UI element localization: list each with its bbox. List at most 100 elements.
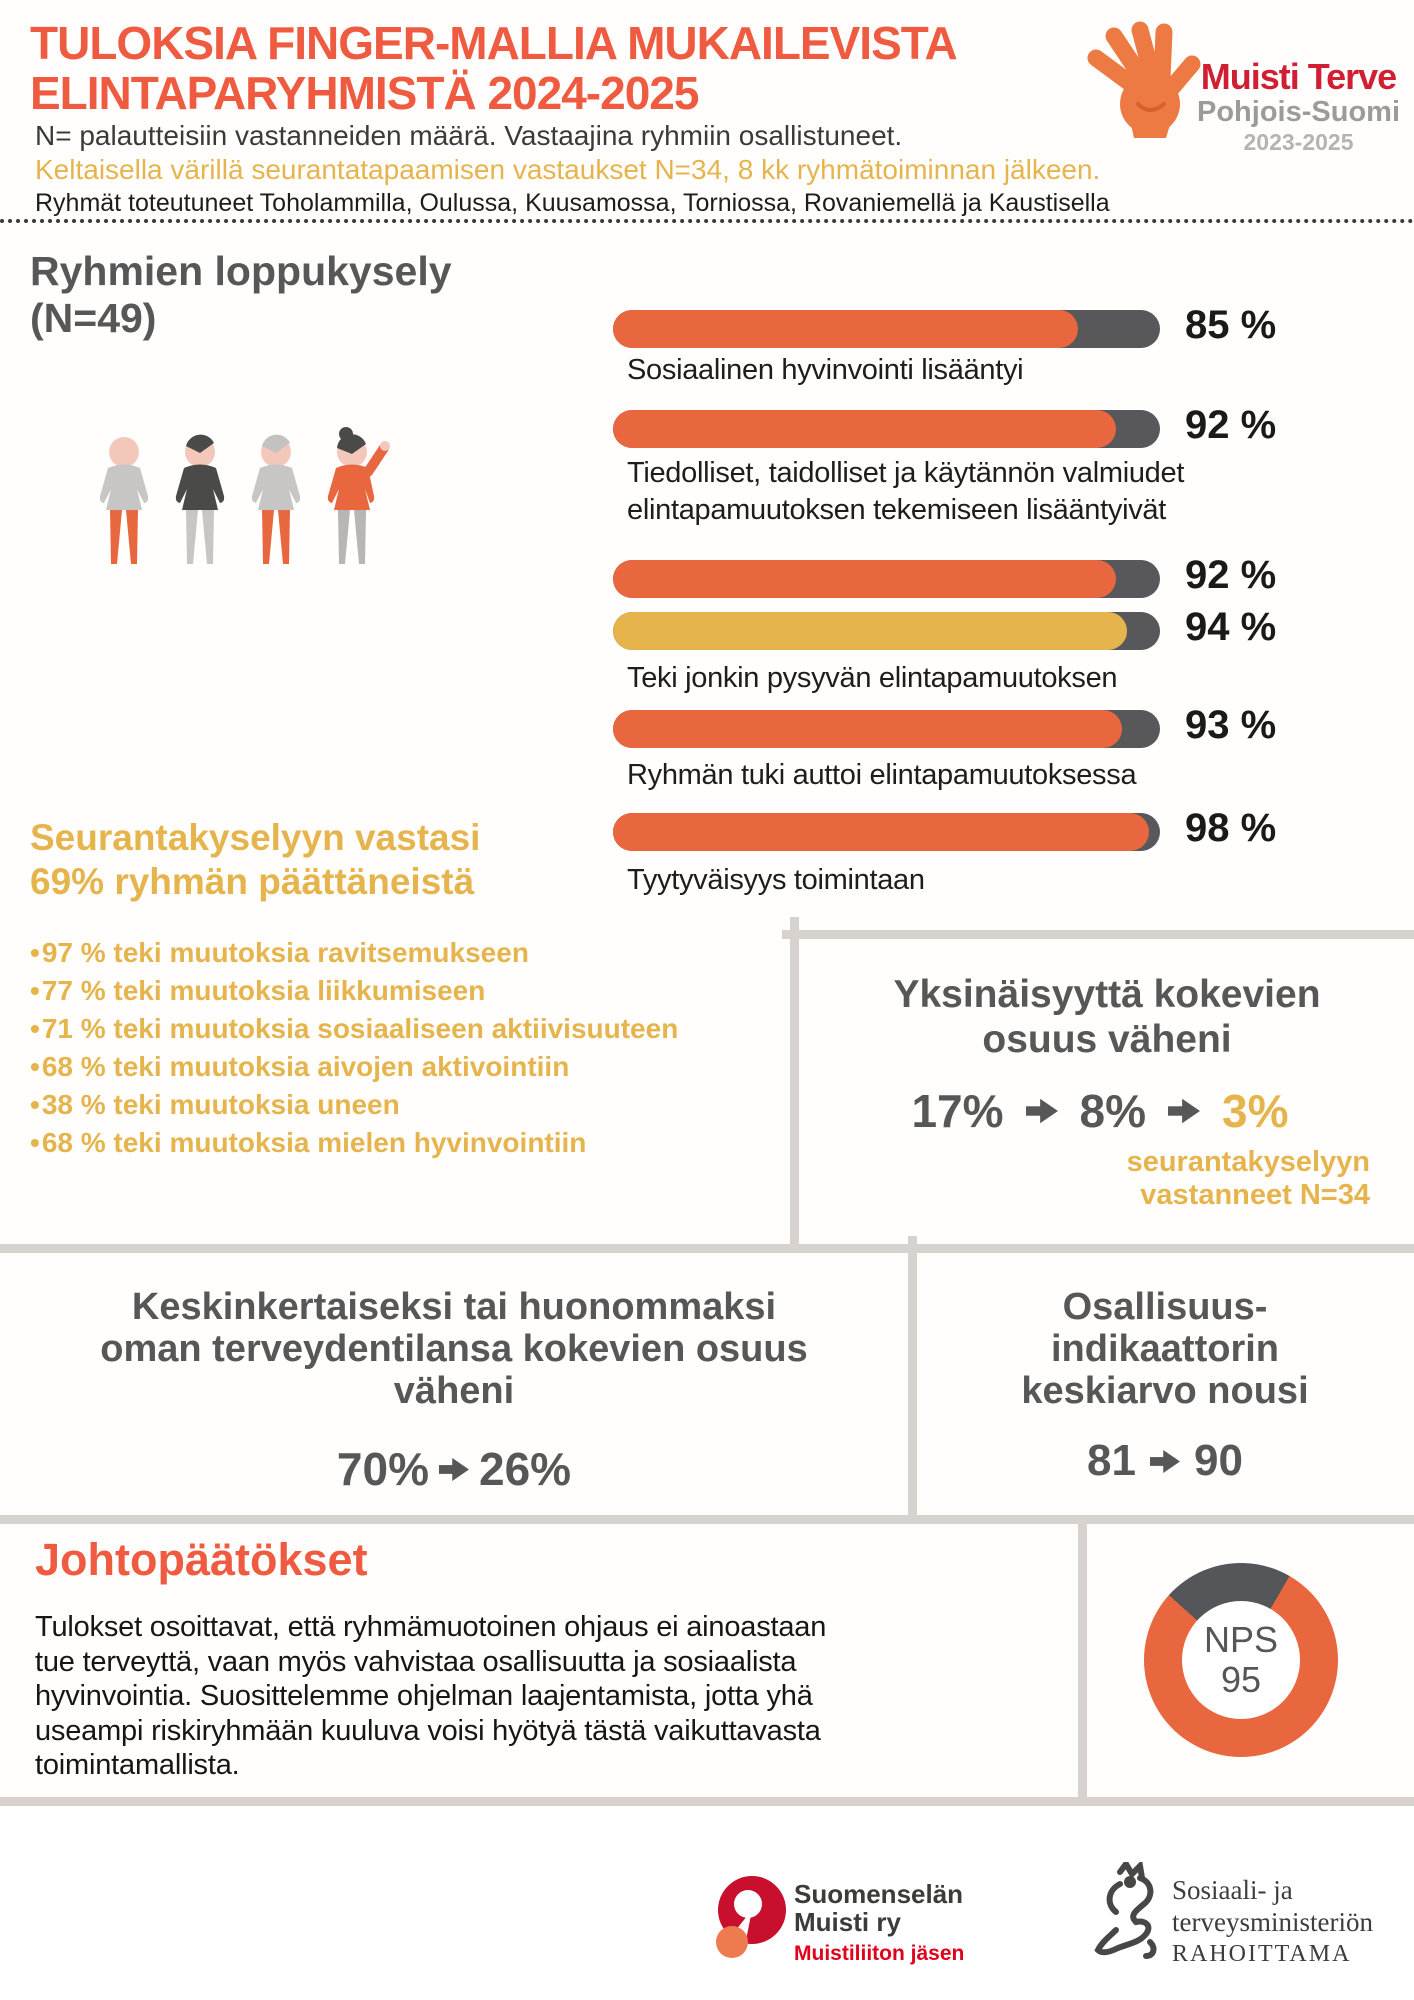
footer bbox=[0, 1806, 1414, 2000]
progress-bar-track bbox=[613, 813, 1160, 851]
bar-value-label: 85 % bbox=[1185, 303, 1277, 347]
page-title: TULOKSIA FINGER-MALLIA MUKAILEVISTA ELIN… bbox=[30, 17, 958, 119]
muisti-ry-line2: Muisti ry bbox=[794, 1907, 901, 1937]
bar-value-label: 94 % bbox=[1185, 605, 1277, 649]
bar-value-label: 92 % bbox=[1185, 403, 1277, 447]
ministry-name: Sosiaali- ja terveysministeriön RAHOITTA… bbox=[1172, 1874, 1373, 1970]
logo-name: Muisti Terve bbox=[1200, 56, 1397, 97]
subtitle-locations: Ryhmät toteutuneet Toholammilla, Oulussa… bbox=[35, 189, 1110, 217]
loneliness-value-start: 17% bbox=[911, 1085, 1004, 1137]
subtitle-n-definition: N= palautteisiin vastanneiden määrä. Vas… bbox=[35, 120, 903, 151]
participation-value-from: 81 bbox=[1087, 1436, 1136, 1485]
page-title-line2: ELINTAPARYHMISTÄ 2024-2025 bbox=[30, 67, 699, 119]
muisti-terve-logo: Muisti Terve Pohjois-Suomi 2023-2025 bbox=[1082, 20, 1412, 170]
conclusions-body: Tulokset osoittavat, että ryhmämuotoinen… bbox=[35, 1611, 827, 1781]
final-survey-heading-line1: Ryhmien loppukysely bbox=[30, 248, 452, 294]
progress-bar-track bbox=[613, 612, 1160, 650]
bar-value-label: 92 % bbox=[1185, 553, 1277, 597]
arrow-right-icon bbox=[439, 1457, 469, 1481]
nps-donut-chart: NPS 95 bbox=[1144, 1563, 1338, 1757]
bar-value-label: 98 % bbox=[1185, 806, 1277, 850]
loneliness-value-mid: 8% bbox=[1079, 1085, 1147, 1137]
followup-bullet: 97 % teki muutoksia ravitsemukseen bbox=[30, 938, 780, 967]
arrow-right-icon bbox=[1168, 1098, 1201, 1124]
lion-emblem-icon bbox=[1094, 1862, 1157, 1959]
stat-boxes-divider bbox=[908, 1236, 917, 1524]
nps-box-left-border bbox=[1078, 1515, 1087, 1806]
participation-title-line2: indikaattorin bbox=[1050, 1328, 1280, 1370]
followup-bullet-list: 97 % teki muutoksia ravitsemukseen 77 % t… bbox=[30, 938, 780, 1166]
health-title-line2: oman terveydentilansa kokevien osuus bbox=[100, 1328, 808, 1370]
ministry-line1: Sosiaali- ja bbox=[1172, 1875, 1293, 1905]
health-title-line3: väheni bbox=[393, 1370, 515, 1412]
logo-region: Pohjois-Suomi bbox=[1197, 96, 1400, 128]
progress-bar-track bbox=[613, 710, 1160, 748]
loneliness-title: Yksinäisyyttä kokevien osuus väheni bbox=[800, 972, 1414, 1062]
health-value-to: 26% bbox=[479, 1443, 572, 1495]
progress-bar-fill bbox=[613, 710, 1122, 748]
followup-bullet: 38 % teki muutoksia uneen bbox=[30, 1090, 780, 1119]
loneliness-note-line1: seurantakyselyyn bbox=[1126, 1146, 1370, 1178]
health-box-title: Keskinkertaiseksi tai huonommaksi oman t… bbox=[19, 1286, 889, 1412]
loneliness-value-followup: 3% bbox=[1222, 1085, 1289, 1137]
conclusions-bottom-border bbox=[0, 1797, 1414, 1806]
followup-heading: Seurantakyselyyn vastasi 69% ryhmän päät… bbox=[30, 816, 480, 904]
progress-bar-track bbox=[613, 310, 1160, 348]
loneliness-title-line2: osuus väheni bbox=[982, 1018, 1232, 1061]
muisti-ry-member-label: Muistiliiton jäsen bbox=[794, 1942, 965, 1965]
final-survey-heading: Ryhmien loppukysely (N=49) bbox=[30, 248, 452, 342]
ministry-funded-label: RAHOITTAMA bbox=[1172, 1941, 1352, 1967]
followup-bullet: 68 % teki muutoksia aivojen aktivointiin bbox=[30, 1052, 780, 1081]
participation-values: 81 90 bbox=[925, 1436, 1405, 1486]
nps-value: 95 bbox=[1220, 1659, 1262, 1700]
participation-value-to: 90 bbox=[1194, 1436, 1243, 1485]
subtitle-yellow-note: Keltaisella värillä seurantatapaamisen v… bbox=[35, 154, 1101, 185]
page-title-line1: TULOKSIA FINGER-MALLIA MUKAILEVISTA bbox=[30, 17, 958, 69]
bar-caption: Teki jonkin pysyvän elintapamuutoksen bbox=[627, 662, 1118, 694]
hand-icon bbox=[1087, 21, 1201, 138]
followup-bullet: 71 % teki muutoksia sosiaaliseen aktiivi… bbox=[30, 1014, 780, 1043]
group-illustration bbox=[99, 427, 390, 564]
progress-bar-fill bbox=[613, 310, 1078, 348]
participation-title-line3: keskiarvo nousi bbox=[1021, 1370, 1309, 1412]
muisti-ry-line1: Suomenselän bbox=[794, 1879, 964, 1909]
health-value-from: 70% bbox=[336, 1443, 429, 1495]
section-divider-horizontal bbox=[0, 1244, 1414, 1253]
loneliness-note: seurantakyselyyn vastanneet N=34 bbox=[1127, 1146, 1370, 1212]
loneliness-title-line1: Yksinäisyyttä kokevien bbox=[893, 973, 1321, 1016]
logo-years: 2023-2025 bbox=[1243, 129, 1354, 155]
arrow-right-icon bbox=[1150, 1449, 1180, 1473]
progress-bar-track bbox=[613, 410, 1160, 448]
followup-heading-line2: 69% ryhmän päättäneistä bbox=[30, 861, 475, 902]
health-values: 70% 26% bbox=[19, 1442, 889, 1496]
conclusions-heading: Johtopäätökset bbox=[35, 1534, 368, 1585]
participation-box-title: Osallisuus- indikaattorin keskiarvo nous… bbox=[925, 1286, 1405, 1412]
progress-bar-track bbox=[613, 560, 1160, 598]
progress-bar-fill bbox=[613, 410, 1116, 448]
bar-value-label: 93 % bbox=[1185, 703, 1277, 747]
nps-label: NPS bbox=[1203, 1619, 1279, 1660]
muisti-ry-name: Suomenselän Muisti ry bbox=[794, 1880, 963, 1936]
progress-bar-fill bbox=[613, 612, 1127, 650]
followup-heading-line1: Seurantakyselyyn vastasi bbox=[30, 817, 481, 858]
bar-caption: Tyytyväisyys toimintaan bbox=[627, 864, 925, 896]
loneliness-box-top-border bbox=[782, 930, 1414, 939]
progress-bar-fill bbox=[613, 560, 1116, 598]
loneliness-note-line2: vastanneet N=34 bbox=[1140, 1179, 1370, 1211]
muisti-ry-logo bbox=[716, 1876, 786, 1960]
conclusions-top-border bbox=[0, 1515, 1414, 1524]
progress-bar-fill bbox=[613, 813, 1149, 851]
bar-caption: Sosiaalinen hyvinvointi lisääntyi bbox=[627, 354, 1024, 386]
followup-bullet: 77 % teki muutoksia liikkumiseen bbox=[30, 976, 780, 1005]
nps-donut-center: NPS 95 bbox=[1182, 1601, 1300, 1719]
dotted-divider bbox=[0, 219, 1414, 223]
final-survey-heading-line2: (N=49) bbox=[30, 295, 157, 341]
loneliness-box-left-border bbox=[790, 917, 799, 1253]
participation-title-line1: Osallisuus- bbox=[1062, 1286, 1268, 1328]
arrow-right-icon bbox=[1025, 1098, 1058, 1124]
health-title-line1: Keskinkertaiseksi tai huonommaksi bbox=[131, 1286, 777, 1328]
bar-caption: Tiedolliset, taidolliset ja käytännön va… bbox=[627, 457, 1185, 526]
followup-bullet: 68 % teki muutoksia mielen hyvinvointiin bbox=[30, 1128, 780, 1157]
bar-caption: Ryhmän tuki auttoi elintapamuutoksessa bbox=[627, 759, 1137, 791]
